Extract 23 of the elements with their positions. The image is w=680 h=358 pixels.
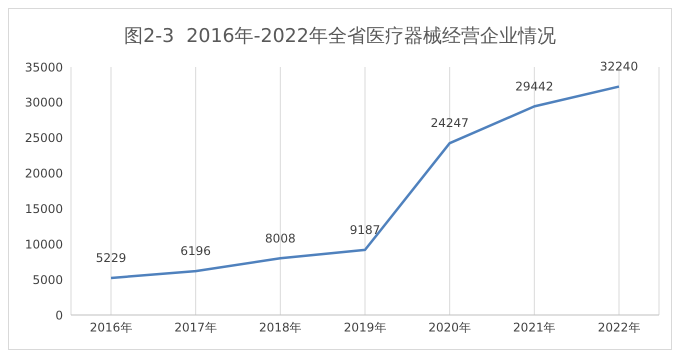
data-label: 5229 <box>96 250 126 265</box>
y-tick-label: 15000 <box>24 202 63 216</box>
x-tick-label: 2016年 <box>90 320 132 335</box>
data-label: 29442 <box>515 79 554 94</box>
y-tick-label: 10000 <box>24 237 63 252</box>
y-tick-label: 20000 <box>24 166 63 181</box>
y-tick-label: 35000 <box>24 60 63 74</box>
chart-title: 图2-3 2016年-2022年全省医疗器械经营企业情况 <box>123 24 557 49</box>
data-label: 6196 <box>180 244 211 258</box>
data-label: 9187 <box>350 222 380 237</box>
x-tick-label: 2019年 <box>344 320 386 335</box>
data-label: 24247 <box>430 116 469 130</box>
y-tick-label: 25000 <box>24 131 63 146</box>
y-tick-label: 5000 <box>32 272 63 287</box>
x-tick-label: 2017年 <box>174 320 217 335</box>
x-tick-label: 2022年 <box>598 320 640 335</box>
data-label: 8008 <box>265 231 296 246</box>
y-tick-label: 0 <box>55 308 63 322</box>
x-tick-label: 2021年 <box>513 320 556 335</box>
x-tick-label: 2018年 <box>259 320 302 335</box>
x-tick-label: 2020年 <box>428 320 471 335</box>
y-tick-label: 30000 <box>24 96 63 110</box>
data-label: 32240 <box>600 60 638 74</box>
